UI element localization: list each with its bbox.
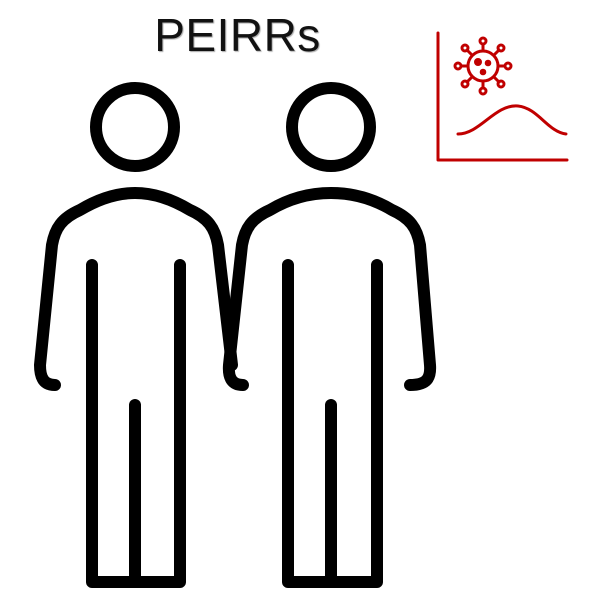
virus-epidemic-curve-icon <box>436 31 569 162</box>
person-left-icon <box>34 82 238 588</box>
page-title: PEIRRs <box>154 9 321 61</box>
person-right-icon <box>222 82 437 588</box>
virus-icon <box>453 36 513 96</box>
